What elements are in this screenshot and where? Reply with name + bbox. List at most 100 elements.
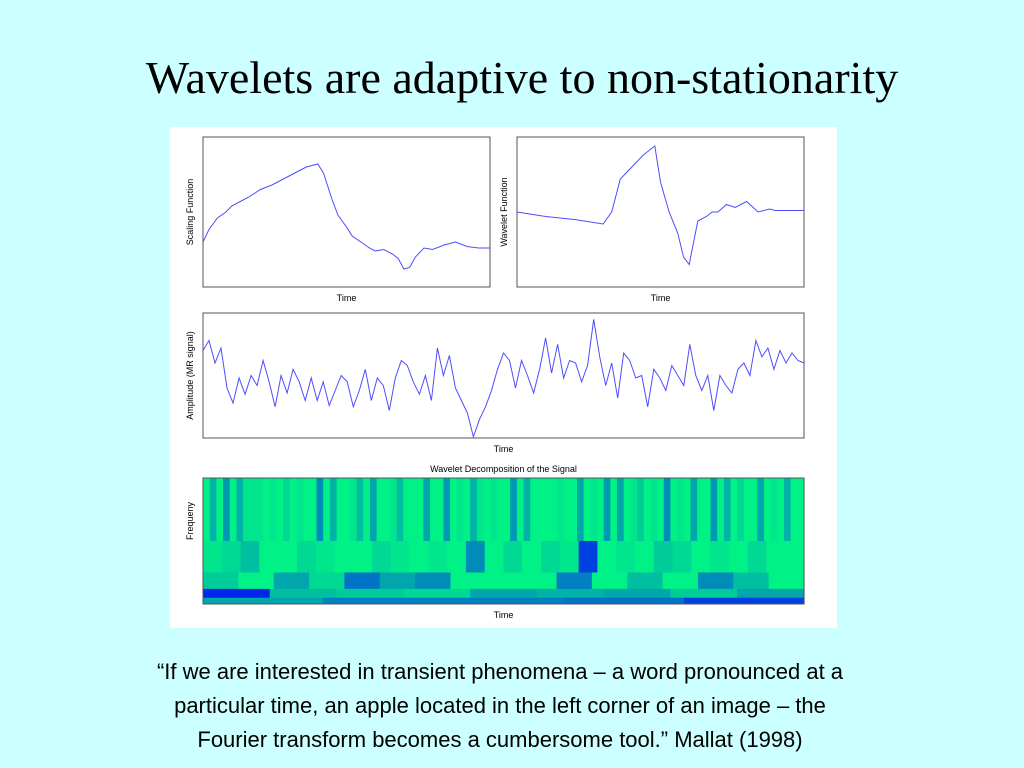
heatmap-cell: [450, 478, 458, 542]
line-chart-2: [516, 136, 805, 288]
heatmap-cell: [450, 572, 487, 590]
heatmap-cell: [516, 478, 525, 542]
heatmap-cell: [785, 541, 805, 573]
heatmap-cell: [349, 478, 358, 542]
heatmap-cell: [503, 478, 511, 542]
heatmap-cell: [596, 478, 605, 542]
heatmap-cell: [743, 478, 752, 542]
heatmap-cell: [737, 588, 805, 599]
heatmap-cell: [670, 588, 738, 599]
heatmap-cell: [236, 478, 244, 542]
heatmap-cell: [379, 572, 416, 590]
heatmap-cell: [409, 541, 429, 573]
heatmap-cell: [530, 478, 538, 542]
x-axis-label: Time: [651, 293, 671, 303]
heatmap-cell: [403, 478, 411, 542]
heatmap-cell: [522, 541, 542, 573]
heatmap-cell: [650, 478, 658, 542]
heatmap-cell: [356, 478, 364, 542]
heatmap-cell: [323, 478, 331, 542]
plot-frame: [202, 312, 805, 439]
heatmap-cell: [717, 478, 725, 542]
heatmap-cell: [747, 541, 768, 573]
heatmap-cell: [403, 588, 471, 599]
heatmap-cell: [576, 478, 585, 542]
heatmap-cell: [447, 541, 467, 573]
heatmap-cell: [690, 478, 698, 542]
heatmap-cell: [316, 478, 324, 542]
heatmap-cell: [663, 478, 672, 542]
heatmap-cell: [583, 478, 591, 542]
heatmap-cell: [229, 478, 237, 542]
heatmap-cell: [283, 478, 291, 542]
heatmap-cell: [728, 541, 749, 573]
heatmap-cell: [372, 541, 392, 573]
heatmap-cell: [203, 541, 223, 573]
heatmap-cell: [510, 478, 518, 542]
heatmap-cell: [485, 572, 522, 590]
heatmap-cell: [273, 572, 310, 590]
heatmap-cell: [683, 597, 805, 605]
heatmap-cell: [556, 572, 593, 590]
heatmap-cell: [315, 541, 336, 573]
y-axis-label: Amplitude (MR signal): [185, 331, 195, 420]
slide-title: Wavelets are adaptive to non-stationarit…: [145, 52, 899, 103]
heatmap-cell: [710, 478, 718, 542]
heatmap-cell: [423, 478, 431, 542]
line-chart-3: [202, 312, 805, 439]
y-axis-label: Wavelet Function: [499, 177, 509, 246]
series-line: [202, 319, 805, 439]
heatmap-cell: [763, 478, 772, 542]
heatmap-cell: [490, 478, 498, 542]
heatmap-cell: [703, 478, 712, 542]
chart-title: Wavelet Decomposition of the Signal: [430, 464, 577, 474]
heatmap-cell: [436, 478, 444, 542]
heatmap-cell: [591, 572, 628, 590]
heatmap-cell: [203, 572, 239, 590]
heatmap-cell: [670, 478, 678, 542]
heatmap-cell: [536, 588, 605, 599]
heatmap-cell: [603, 588, 672, 599]
heatmap-cell: [443, 597, 565, 605]
heatmap-cell: [259, 541, 279, 573]
heatmap-cell: [238, 572, 275, 590]
heatmap-cell: [383, 478, 391, 542]
heatmap-cell: [597, 541, 617, 573]
heatmap-cell: [389, 478, 398, 542]
heatmap-cell: [430, 478, 438, 542]
heatmap-cell: [209, 478, 217, 542]
heatmap-cell: [410, 478, 418, 542]
plot-frame: [202, 477, 805, 605]
heatmap-cell: [550, 478, 558, 542]
heatmap-cell: [483, 478, 491, 542]
heatmap-cell: [653, 541, 674, 573]
heatmap-cell: [269, 588, 338, 599]
heatmap-cell: [296, 478, 304, 542]
heatmap-cell: [559, 541, 580, 573]
heatmap-cell: [203, 597, 324, 605]
figure-panel: Time Scaling Function Time Wavelet Function…: [170, 127, 837, 628]
heatmap-cell: [323, 597, 444, 605]
heatmap-cell: [416, 478, 424, 542]
wavelet-figure: Time Scaling Function Time Wavelet Function…: [185, 136, 805, 620]
heatmap-cell: [590, 478, 598, 542]
heatmap-cell: [723, 478, 732, 542]
heatmap-cell: [353, 541, 373, 573]
quote-line-3: Fourier transform becomes a cumbersome t…: [197, 727, 803, 752]
y-axis-label: Frequeny: [185, 501, 195, 540]
heatmap-cell: [484, 541, 505, 573]
heatmap-cell: [456, 478, 465, 542]
heatmap-cell: [336, 478, 344, 542]
heatmap-cell: [643, 478, 652, 542]
heatmap-cell: [578, 541, 599, 573]
heatmap-cell: [790, 478, 798, 542]
heatmap-cell: [662, 572, 699, 590]
heatmap-cell: [221, 541, 242, 573]
heatmap-cell: [343, 478, 351, 542]
heatmap-cell: [521, 572, 558, 590]
heatmap-cell: [683, 478, 692, 542]
heatmap-cell: [556, 478, 565, 542]
heatmap-cell: [603, 478, 611, 542]
heatmap-cell: [303, 478, 311, 542]
line-chart-1: [202, 136, 491, 288]
